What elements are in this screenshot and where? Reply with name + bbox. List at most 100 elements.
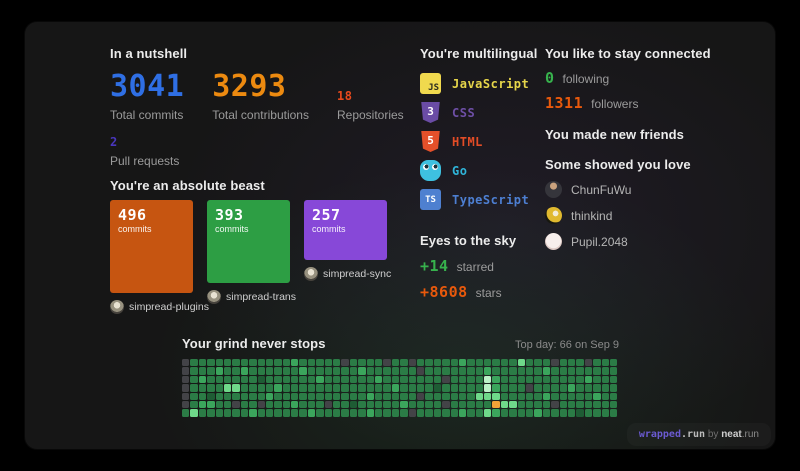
heatmap-cell[interactable] [467,409,475,417]
heatmap-cell[interactable] [500,359,509,367]
heatmap-cell[interactable] [324,367,333,375]
heatmap-cell[interactable] [274,400,282,409]
heatmap-cell[interactable] [408,367,416,375]
heatmap-cell[interactable] [534,359,542,367]
heatmap-cell[interactable] [383,392,391,400]
heatmap-cell[interactable] [584,392,593,400]
heatmap-cell[interactable] [282,359,291,367]
heatmap-cell[interactable] [425,375,433,384]
heatmap-cell[interactable] [223,384,232,392]
heatmap-cell[interactable] [265,359,274,367]
heatmap-cell[interactable] [526,392,534,400]
heatmap-cell[interactable] [299,400,307,409]
heatmap-cell[interactable] [291,400,299,409]
heatmap-cell[interactable] [593,359,601,367]
heatmap-cell[interactable] [198,359,207,367]
heatmap-cell[interactable] [282,392,291,400]
heatmap-cell[interactable] [391,359,400,367]
heatmap-cell[interactable] [374,367,383,375]
heatmap-cell[interactable] [450,384,458,392]
heatmap-cell[interactable] [391,392,400,400]
heatmap-cell[interactable] [274,384,282,392]
heatmap-cell[interactable] [257,367,265,375]
heatmap-cell[interactable] [425,409,433,417]
heatmap-cell[interactable] [324,384,333,392]
heatmap-cell[interactable] [291,359,299,367]
heatmap-cell[interactable] [223,359,232,367]
heatmap-cell[interactable] [567,359,576,367]
heatmap-cell[interactable] [551,375,559,384]
heatmap-cell[interactable] [257,392,265,400]
heatmap-cell[interactable] [433,375,442,384]
heatmap-cell[interactable] [567,409,576,417]
heatmap-cell[interactable] [223,375,232,384]
heatmap-cell[interactable] [291,392,299,400]
heatmap-cell[interactable] [400,409,408,417]
heatmap-cell[interactable] [198,392,207,400]
heatmap-cell[interactable] [475,384,484,392]
heatmap-cell[interactable] [433,392,442,400]
heatmap-cell[interactable] [324,375,333,384]
heatmap-cell[interactable] [282,367,291,375]
heatmap-cell[interactable] [240,384,249,392]
heatmap-cell[interactable] [198,384,207,392]
heatmap-cell[interactable] [567,400,576,409]
heatmap-cell[interactable] [366,392,374,400]
heatmap-cell[interactable] [316,400,324,409]
heatmap-cell[interactable] [383,400,391,409]
heatmap-cell[interactable] [249,384,257,392]
heatmap-cell[interactable] [492,409,500,417]
heatmap-cell[interactable] [307,359,316,367]
heatmap-cell[interactable] [274,375,282,384]
heatmap-cell[interactable] [593,384,601,392]
heatmap-cell[interactable] [442,400,450,409]
heatmap-cell[interactable] [223,367,232,375]
heatmap-cell[interactable] [333,392,341,400]
heatmap-cell[interactable] [341,375,349,384]
heatmap-cell[interactable] [551,392,559,400]
heatmap-cell[interactable] [500,367,509,375]
heatmap-cell[interactable] [584,359,593,367]
heatmap-cell[interactable] [416,392,425,400]
heatmap-cell[interactable] [433,409,442,417]
heatmap-cell[interactable] [207,400,215,409]
heatmap-cell[interactable] [274,392,282,400]
heatmap-cell[interactable] [609,409,618,417]
heatmap-cell[interactable] [299,359,307,367]
heatmap-cell[interactable] [534,384,542,392]
heatmap-cell[interactable] [215,409,223,417]
heatmap-cell[interactable] [609,392,618,400]
heatmap-cell[interactable] [442,375,450,384]
heatmap-cell[interactable] [240,375,249,384]
heatmap-cell[interactable] [425,367,433,375]
heatmap-cell[interactable] [467,375,475,384]
heatmap-cell[interactable] [349,400,358,409]
heatmap-cell[interactable] [291,367,299,375]
heatmap-cell[interactable] [391,367,400,375]
heatmap-cell[interactable] [601,384,609,392]
repo-link[interactable]: simpread-sync [304,267,391,281]
heatmap-cell[interactable] [358,367,366,375]
heatmap-cell[interactable] [458,400,467,409]
heatmap-cell[interactable] [509,400,517,409]
heatmap-cell[interactable] [341,384,349,392]
heatmap-cell[interactable] [232,409,240,417]
heatmap-cell[interactable] [215,367,223,375]
heatmap-cell[interactable] [551,384,559,392]
heatmap-cell[interactable] [265,409,274,417]
heatmap-cell[interactable] [517,359,526,367]
user-row-chunfuwu[interactable]: ChunFuWu [545,181,691,198]
heatmap-cell[interactable] [609,400,618,409]
heatmap-cell[interactable] [366,359,374,367]
heatmap-cell[interactable] [299,392,307,400]
heatmap-cell[interactable] [416,375,425,384]
heatmap-cell[interactable] [349,367,358,375]
heatmap-cell[interactable] [492,367,500,375]
heatmap-cell[interactable] [584,409,593,417]
heatmap-cell[interactable] [509,375,517,384]
heatmap-cell[interactable] [559,409,567,417]
heatmap-cell[interactable] [207,384,215,392]
heatmap-cell[interactable] [391,409,400,417]
heatmap-cell[interactable] [374,392,383,400]
heatmap-cell[interactable] [249,375,257,384]
